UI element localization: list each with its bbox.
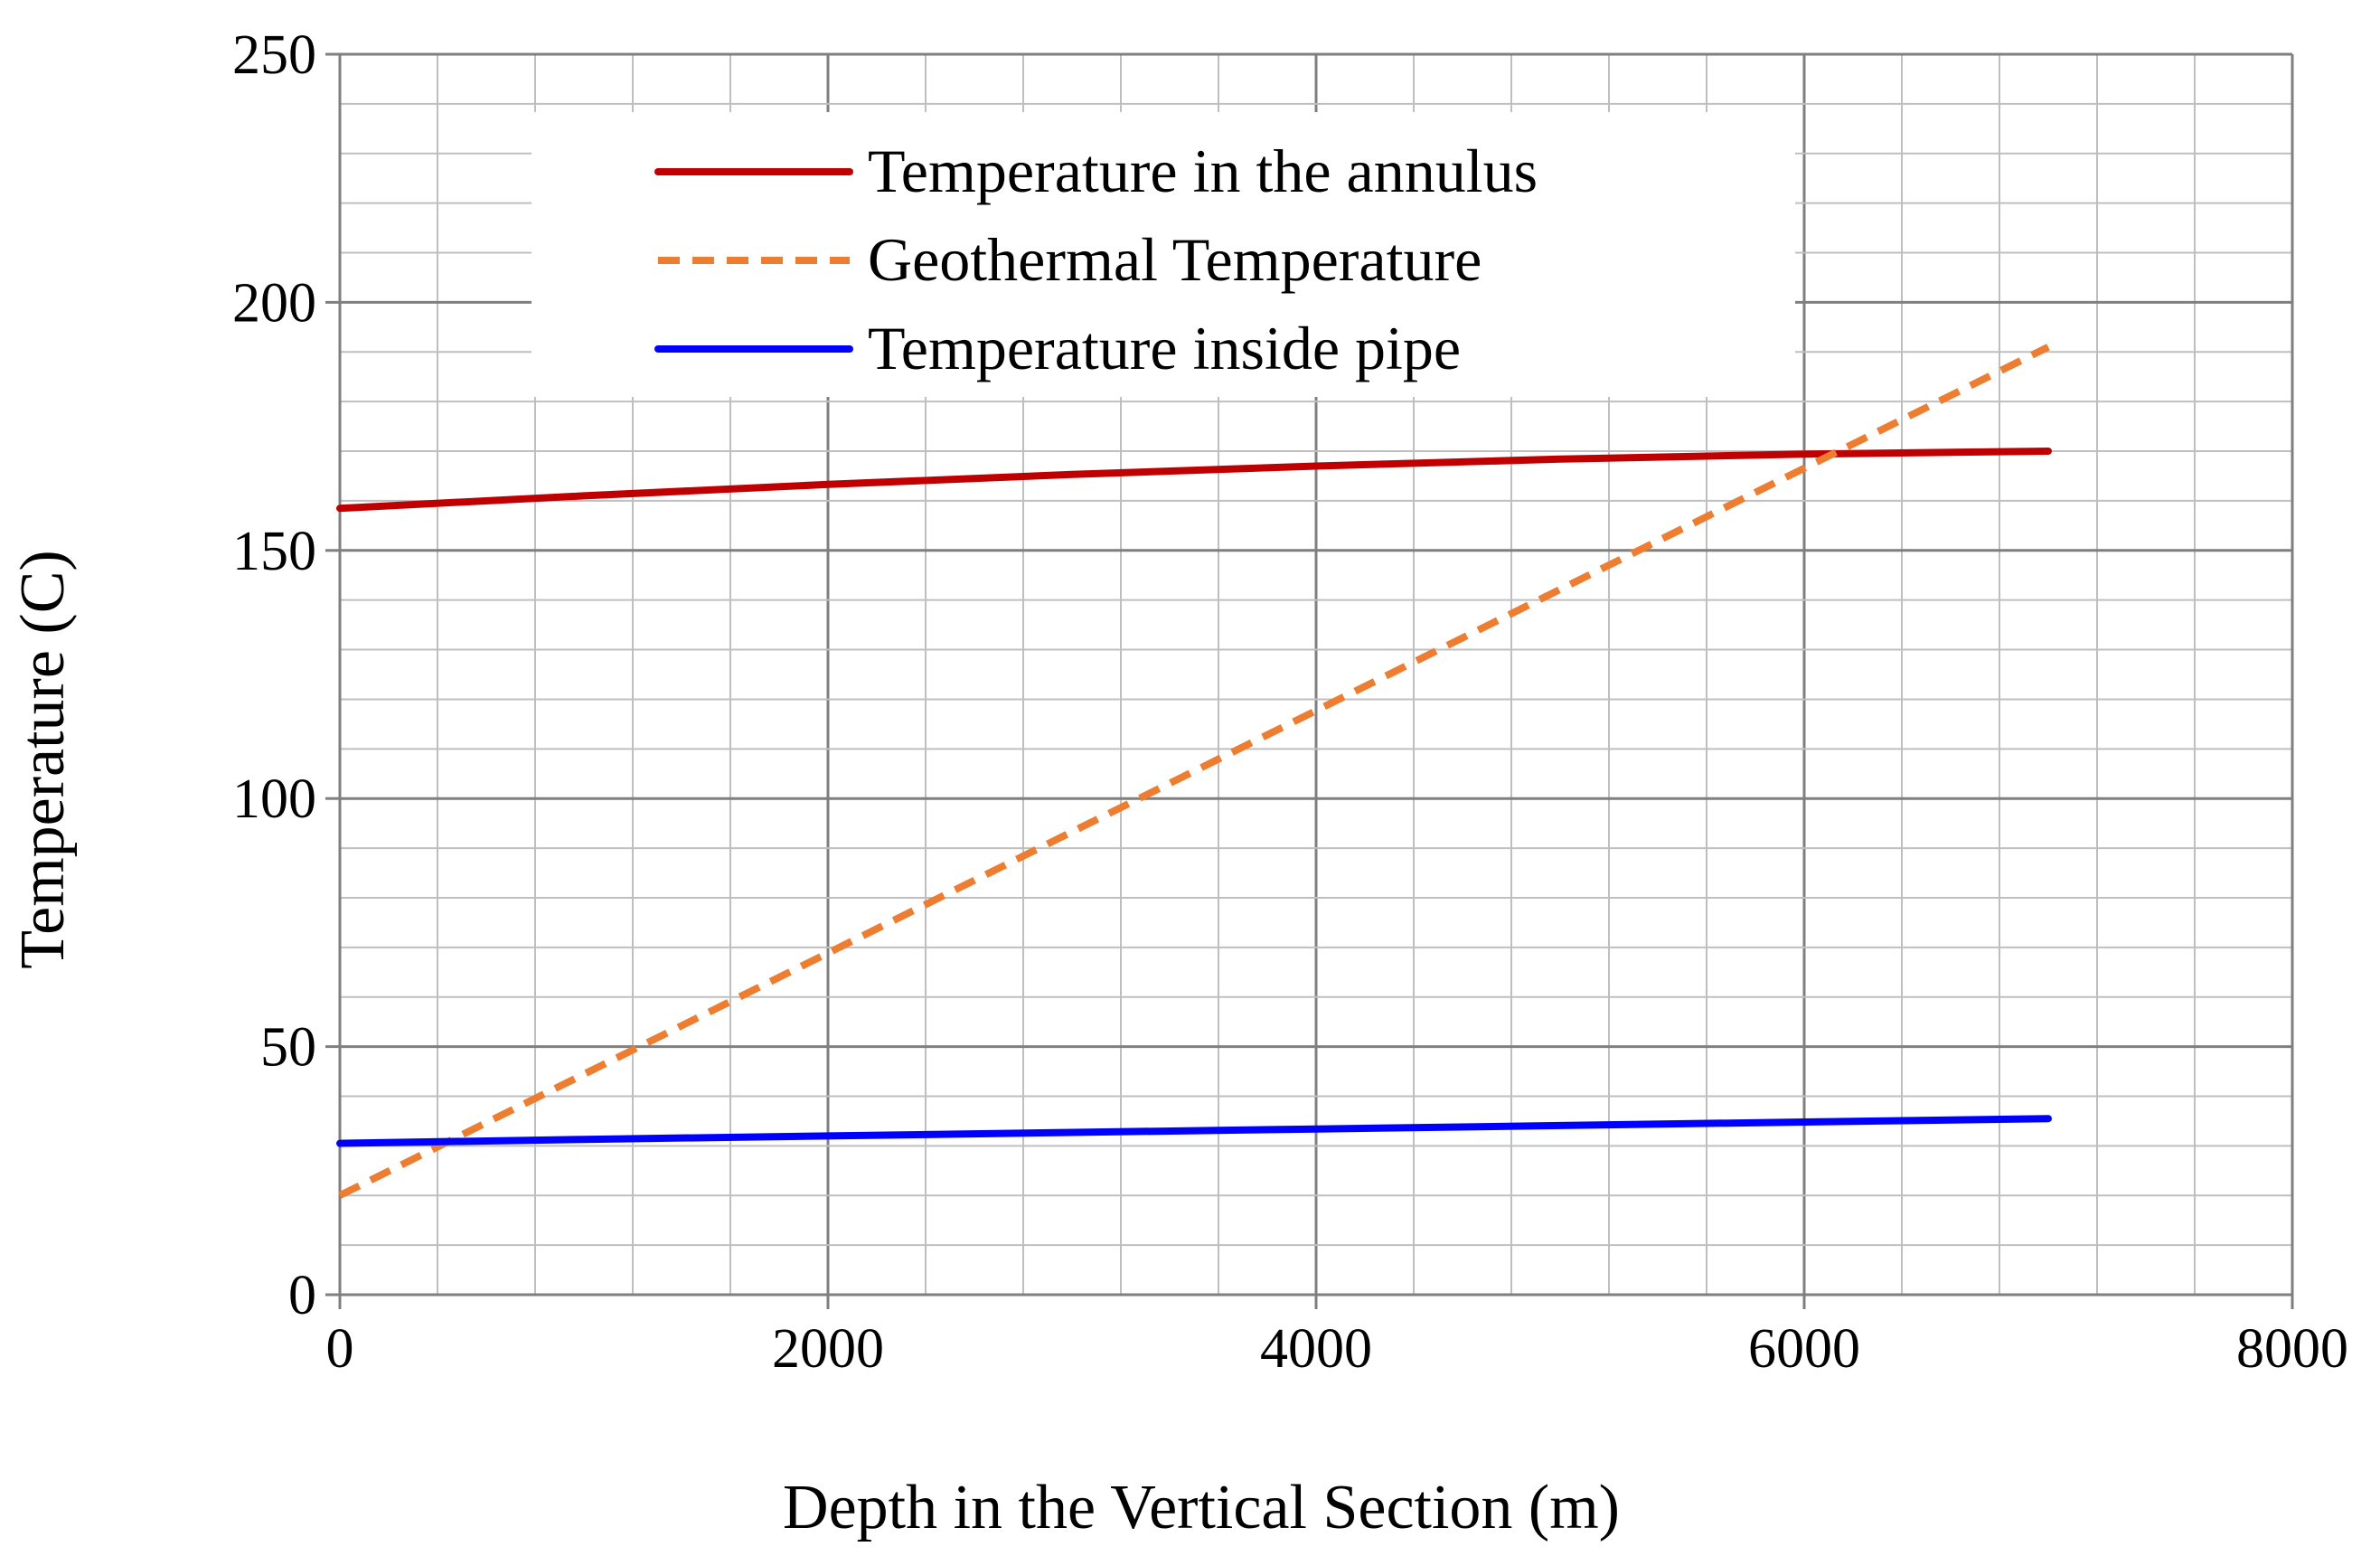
x-axis-title: Depth in the Vertical Section (m) (783, 1473, 1620, 1542)
y-tick-label: 200 (232, 272, 316, 334)
x-tick-label: 2000 (772, 1318, 884, 1380)
legend-label-3: Temperature inside pipe (868, 314, 1461, 382)
y-tick-label: 150 (232, 521, 316, 582)
legend: Temperature in the annulus Geothermal Tem… (532, 112, 1795, 397)
legend-label-1: Temperature in the annulus (868, 137, 1538, 205)
series-line-3 (336, 1115, 2052, 1147)
legend-label-2: Geothermal Temperature (868, 225, 1482, 294)
axes (325, 52, 2294, 1309)
x-tick-label: 8000 (2236, 1318, 2348, 1380)
x-tick-label: 0 (326, 1318, 354, 1380)
x-tick-label: 4000 (1260, 1318, 1372, 1380)
y-tick-label: 250 (232, 24, 316, 86)
series-line-1 (336, 448, 2052, 513)
series-group (336, 344, 2052, 1199)
series-line-2 (338, 344, 2050, 1199)
y-axis-title: Temperature (C) (8, 550, 78, 968)
x-tick-label: 6000 (1748, 1318, 1860, 1380)
tick-labels: 0 2000 4000 6000 8000 0 50 100 150 200 250 (232, 24, 2348, 1380)
y-tick-label: 100 (232, 769, 316, 830)
y-tick-label: 50 (260, 1017, 316, 1079)
y-tick-label: 0 (288, 1265, 316, 1326)
